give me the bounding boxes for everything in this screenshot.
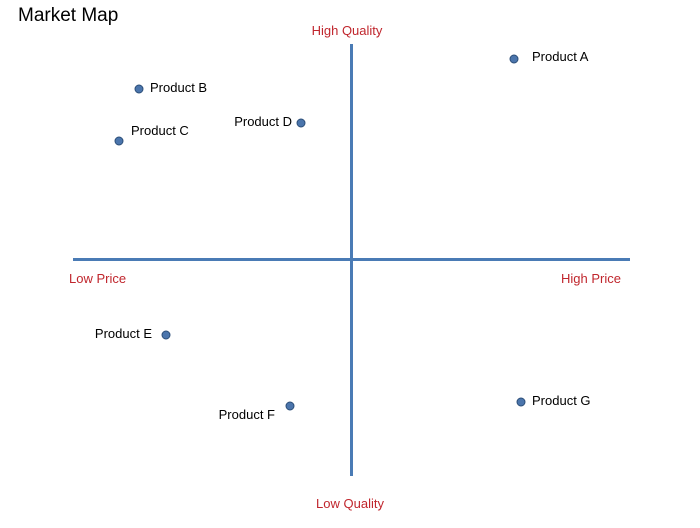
product-f-label: Product F: [218, 407, 275, 422]
product-g-marker: [516, 397, 526, 407]
product-b-label: Product B: [150, 80, 208, 95]
product-g-label: Product G: [532, 393, 591, 408]
product-e-marker: [161, 330, 171, 340]
product-e-label: Product E: [94, 326, 152, 341]
axis-label-high-quality: High Quality: [311, 23, 383, 38]
product-a-marker: [509, 54, 519, 64]
product-f-marker: [285, 401, 295, 411]
axis-label-high-price: High Price: [561, 271, 621, 286]
product-b-marker: [134, 84, 144, 94]
product-a-label: Product A: [532, 49, 589, 64]
product-c-marker: [114, 136, 124, 146]
product-d-marker: [296, 118, 306, 128]
axis-label-low-price: Low Price: [69, 271, 127, 286]
chart-title: Market Map: [18, 5, 119, 26]
price-axis: [73, 258, 630, 261]
axis-label-low-quality: Low Quality: [316, 496, 384, 511]
product-d-label: Product D: [234, 114, 292, 129]
product-c-label: Product C: [131, 123, 189, 138]
